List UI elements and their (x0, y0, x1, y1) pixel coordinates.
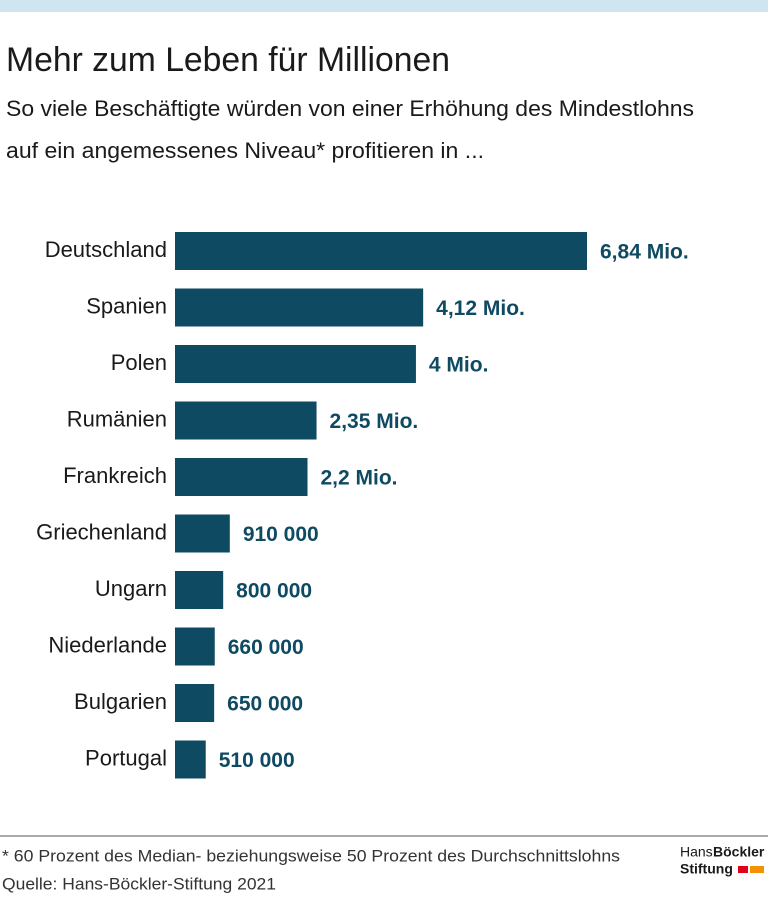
value-label: 6,84 Mio. (600, 241, 689, 264)
logo-text: Stiftung (680, 861, 733, 877)
subtitle: So viele Beschäftigte würden von einer E… (6, 96, 694, 121)
bar (175, 401, 317, 440)
category-label: Portugal (85, 745, 167, 770)
top-strip (0, 0, 768, 12)
bar (175, 740, 206, 779)
value-label: 910 000 (243, 523, 319, 546)
category-label: Bulgarien (74, 689, 167, 714)
category-label: Frankreich (63, 463, 167, 488)
category-label: Ungarn (95, 576, 167, 601)
value-label: 2,2 Mio. (321, 467, 398, 490)
category-label: Rumänien (67, 406, 167, 431)
logo-mark (738, 866, 748, 873)
bar (175, 627, 215, 666)
bar (175, 232, 587, 270)
bar (175, 288, 424, 327)
value-label: 510 000 (219, 749, 295, 772)
bar (175, 345, 416, 383)
source: Quelle: Hans-Böckler-Stiftung 2021 (2, 874, 276, 893)
value-label: 660 000 (228, 636, 304, 659)
category-label: Spanien (86, 293, 167, 318)
value-label: 2,35 Mio. (330, 410, 419, 433)
logo-mark (750, 866, 764, 873)
bar (175, 458, 308, 496)
bar (175, 571, 224, 609)
category-label: Griechenland (36, 519, 167, 544)
category-label: Polen (111, 350, 167, 375)
value-label: 800 000 (236, 580, 312, 603)
bar (175, 684, 215, 722)
subtitle: auf ein angemessenes Niveau* profitieren… (6, 138, 484, 163)
footnote: * 60 Prozent des Median- beziehungsweise… (2, 846, 620, 865)
chart-title: Mehr zum Leben für Millionen (6, 41, 450, 79)
category-label: Deutschland (45, 237, 167, 262)
bar (175, 514, 230, 553)
category-label: Niederlande (48, 632, 167, 657)
value-label: 4 Mio. (429, 354, 489, 377)
logo-text: Böckler (713, 844, 765, 860)
value-label: 650 000 (227, 693, 303, 716)
value-label: 4,12 Mio. (436, 297, 525, 320)
logo-text: Hans (680, 844, 713, 860)
